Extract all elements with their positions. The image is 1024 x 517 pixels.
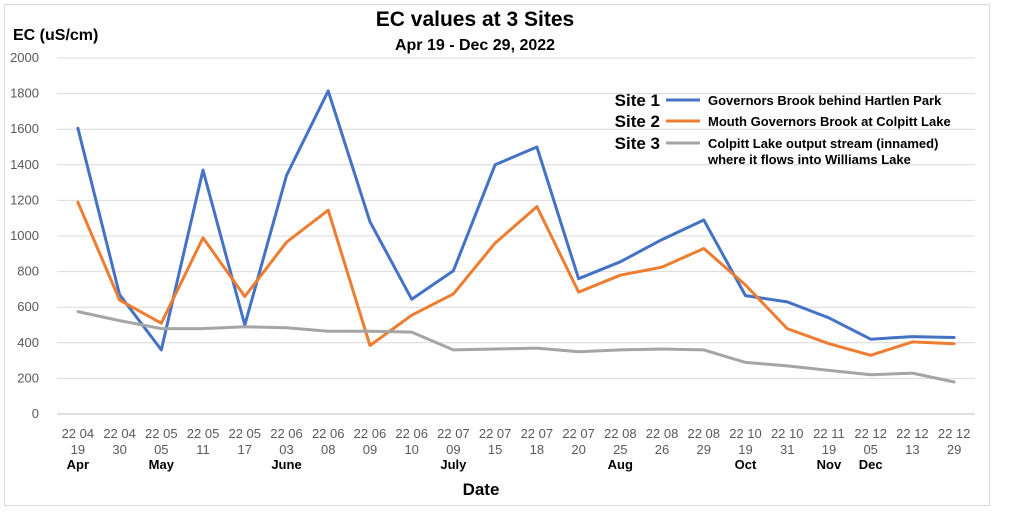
y-tick-label: 1800: [10, 86, 39, 101]
legend-site-label: Site 3: [615, 134, 660, 153]
x-tick-label: 22 10 31: [771, 426, 804, 457]
y-tick-label: 1600: [10, 121, 39, 136]
y-axis-label: EC (uS/cm): [13, 27, 98, 44]
y-tick-label: 1000: [10, 228, 39, 243]
gridlines: [57, 57, 975, 415]
month-label: Nov: [817, 457, 842, 472]
x-tick-label: 22 04 19: [62, 426, 95, 457]
y-tick-label: 1400: [10, 157, 39, 172]
x-tick-label: 22 07 20: [562, 426, 595, 457]
y-tick-label: 200: [17, 370, 39, 385]
chart-title: EC values at 3 Sites: [376, 8, 574, 31]
month-label: Oct: [735, 457, 757, 472]
legend-site-label: Site 2: [615, 112, 660, 131]
y-tick-label: 400: [17, 335, 39, 350]
x-tick-label: 22 12 13: [896, 426, 929, 457]
x-tick-labels: 22 04 19 22 04 30 22 05 05 22 05 11 22 05 17 22 06…: [62, 426, 971, 457]
y-tick-label: 2000: [10, 50, 39, 65]
x-tick-label: 22 06 10: [395, 426, 428, 457]
y-tick-labels: 0 200 400 600 800 1000 1200 1400 1600 1800 2000: [10, 50, 39, 421]
legend: Site 1 Governors Brook behind Hartlen Par…: [615, 91, 951, 167]
x-tick-label: 22 06 09: [354, 426, 387, 457]
series-line-site-1: [76, 89, 956, 352]
month-label: July: [440, 457, 467, 472]
x-tick-label: 22 12 05: [854, 426, 887, 457]
x-tick-label: 22 05 11: [187, 426, 220, 457]
x-tick-label: 22 08 26: [646, 426, 679, 457]
chart-frame: [4, 4, 990, 506]
y-tick-label: 1200: [10, 192, 39, 207]
x-tick-label: 22 07 09: [437, 426, 470, 457]
legend-series-name: Colpitt Lake output stream (innamed) wher…: [707, 136, 938, 167]
legend-series-name: Governors Brook behind Hartlen Park: [708, 93, 942, 108]
x-tick-label: 22 07 18: [521, 426, 554, 457]
x-tick-label: 22 06 08: [312, 426, 345, 457]
y-tick-label: 0: [32, 406, 39, 421]
month-labels: Apr May June July Aug Oct Nov Dec: [67, 457, 883, 472]
legend-series-name: Mouth Governors Brook at Colpitt Lake: [708, 114, 951, 129]
series-lines: [76, 89, 956, 384]
y-tick-label: 800: [17, 264, 39, 279]
x-tick-label: 22 08 29: [687, 426, 720, 457]
x-tick-label: 22 11 19: [813, 426, 845, 457]
x-tick-label: 22 05 05: [145, 426, 178, 457]
month-label: Apr: [67, 457, 89, 472]
month-label: May: [149, 457, 175, 472]
series-line-site-2: [76, 200, 956, 357]
x-tick-label: 22 04 30: [103, 426, 136, 457]
x-tick-label: 22 10 19: [729, 426, 762, 457]
legend-site-label: Site 1: [615, 91, 660, 110]
series-line-site-3: [76, 310, 956, 384]
month-label: June: [271, 457, 301, 472]
y-tick-label: 600: [17, 299, 39, 314]
x-tick-label: 22 12 29: [938, 426, 971, 457]
month-label: Dec: [859, 457, 883, 472]
x-tick-label: 22 06 03: [270, 426, 303, 457]
x-axis-label: Date: [463, 480, 500, 499]
month-label: Aug: [608, 457, 633, 472]
x-tick-label: 22 05 17: [228, 426, 261, 457]
x-tick-label: 22 07 15: [479, 426, 512, 457]
chart-subtitle: Apr 19 - Dec 29, 2022: [395, 37, 555, 54]
x-tick-label: 22 08 25: [604, 426, 637, 457]
